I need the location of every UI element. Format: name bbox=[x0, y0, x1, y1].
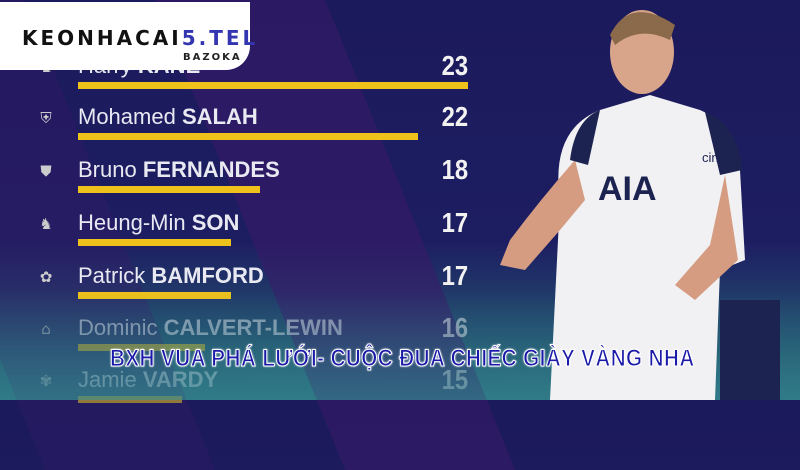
scorer-row: ♞ Heung-Min SON 17 bbox=[0, 207, 480, 249]
goals-bar bbox=[78, 82, 468, 89]
tottenham-crest-icon: ♞ bbox=[39, 215, 53, 233]
goals-count: 18 bbox=[441, 154, 468, 185]
player-name: Heung-Min SON bbox=[78, 210, 240, 235]
liverpool-crest-icon: ⛨ bbox=[40, 109, 52, 127]
site-logo[interactable]: KEONHACAI5.TEL BAZOKA bbox=[0, 2, 255, 70]
goals-count: 17 bbox=[441, 260, 468, 291]
scorer-row: ⛊ Bruno FERNANDES 18 bbox=[0, 154, 480, 196]
goals-bar bbox=[78, 186, 261, 193]
caption-title: BXH VUA PHÁ LƯỚI- CUỘC ĐUA CHIẾC GIÀY VÀ… bbox=[110, 345, 695, 373]
man-utd-crest-icon: ⛊ bbox=[40, 162, 52, 180]
player-photo: AIA cinch bbox=[500, 10, 780, 400]
shirt-sponsor-text: AIA bbox=[598, 170, 657, 208]
goals-bar bbox=[78, 133, 418, 140]
scorer-row: ⛨ Mohamed SALAH 22 bbox=[0, 101, 480, 143]
leeds-crest-icon: ✿ bbox=[39, 268, 53, 286]
logo-text: KEONHACAI5.TEL bbox=[22, 26, 259, 50]
player-name: Bruno FERNANDES bbox=[78, 157, 280, 182]
sleeve-sponsor-text: cinch bbox=[702, 150, 732, 165]
goals-count: 17 bbox=[441, 207, 468, 238]
player-name: Patrick BAMFORD bbox=[78, 263, 264, 288]
player-name: Mohamed SALAH bbox=[78, 104, 258, 129]
logo-subtitle: BAZOKA bbox=[183, 52, 242, 63]
goals-count: 22 bbox=[441, 101, 468, 132]
goals-bar bbox=[78, 239, 231, 246]
goals-count: 23 bbox=[441, 50, 468, 81]
